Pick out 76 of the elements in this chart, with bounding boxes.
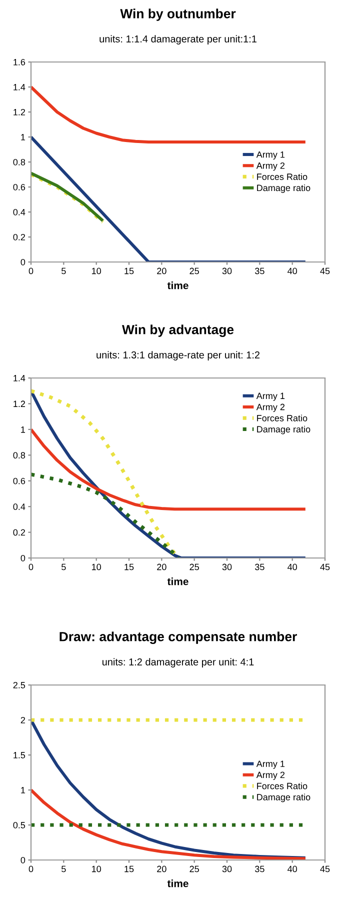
y-tick-label: 0.8 [13,452,26,459]
x-tick-label: 20 [157,564,166,570]
x-tick-label: 5 [62,866,66,872]
y-tick-label: 1.2 [14,108,25,116]
x-tick-label: 10 [92,564,101,570]
legend-label: Army 1 [256,151,285,160]
x-tick-label: 15 [124,268,134,274]
legend-label: Army 2 [256,404,285,412]
y-tick-label: 0.2 [13,234,25,240]
chart-subtitle: units: 1.3:1 damage-rate per unit: 1:2 [96,351,260,360]
x-axis-title: time [167,578,188,586]
y-tick-label: 1.2 [14,400,25,407]
y-tick-label: 1 [21,134,26,140]
y-tick-label: 1.6 [14,58,26,66]
legend-label: Damage ratio [257,184,310,193]
chart-title: Win by outnumber [120,8,236,21]
legend-label: Damage ratio [257,426,310,434]
y-tick-label: 1 [21,787,26,794]
x-tick-label: 15 [124,866,134,872]
legend-label: Forces Ratio [257,173,308,180]
legend-label: Forces Ratio [257,414,308,422]
x-tick-label: 45 [320,564,330,570]
legend-label: Army 1 [256,392,285,401]
legend-label: Forces Ratio [257,782,308,790]
x-tick-label: 20 [157,866,166,872]
y-tick-label: 2 [20,716,25,724]
x-tick-label: 25 [190,268,199,274]
chart-subtitle: units: 1:1.4 damagerate per unit:1:1 [100,35,256,44]
x-tick-label: 30 [222,564,232,570]
x-tick-label: 30 [222,866,232,872]
x-tick-label: 25 [190,564,199,570]
x-tick-label: 35 [254,268,264,274]
y-tick-label: 0.8 [13,158,26,166]
y-tick-label: 0 [20,258,26,266]
y-tick-label: 0.6 [13,478,26,484]
x-tick-label: 40 [288,866,297,872]
x-tick-label: 30 [222,268,232,274]
legend-label: Damage ratio [257,794,310,802]
y-tick-label: 0.5 [13,822,26,828]
x-tick-label: 45 [320,268,330,274]
line-series [31,472,180,558]
x-tick-label: 40 [288,268,297,274]
x-tick-label: 25 [190,866,199,872]
y-tick-label: 0 [20,554,26,562]
y-tick-label: 0 [20,856,26,864]
y-tick-label: 0.4 [13,208,26,216]
x-tick-label: 20 [157,268,166,274]
y-tick-label: 0.6 [13,184,26,190]
x-tick-label: 0 [28,268,34,274]
x-tick-label: 0 [28,564,34,570]
y-tick-label: 1.4 [14,84,26,90]
x-axis-title: time [167,880,188,888]
x-tick-label: 45 [320,866,330,872]
legend-label: Army 2 [256,772,285,780]
x-tick-label: 40 [288,564,297,570]
y-tick-label: 1.4 [14,375,26,382]
x-tick-label: 10 [92,268,101,274]
chart-title: Win by advantage [122,324,234,337]
x-tick-label: 35 [254,866,264,872]
y-tick-label: 0.4 [13,504,26,510]
x-axis-title: time [167,282,188,290]
x-tick-label: 10 [92,866,101,872]
y-tick-label: 2.5 [13,682,26,688]
x-tick-label: 0 [28,866,34,872]
x-tick-label: 15 [124,564,134,570]
y-tick-label: 1 [21,426,26,433]
x-tick-label: 5 [62,564,66,570]
chart-subtitle: units: 1:2 damagerate per unit: 4:1 [102,658,254,668]
y-tick-label: 1.5 [14,752,26,758]
x-tick-label: 5 [62,268,66,274]
chart-title: Draw: advantage compensate number [60,632,297,644]
line-series [31,85,307,144]
legend-label: Army 1 [256,760,285,769]
x-tick-label: 35 [254,564,264,570]
legend-label: Army 2 [256,162,285,171]
y-tick-label: 0.2 [13,529,25,536]
